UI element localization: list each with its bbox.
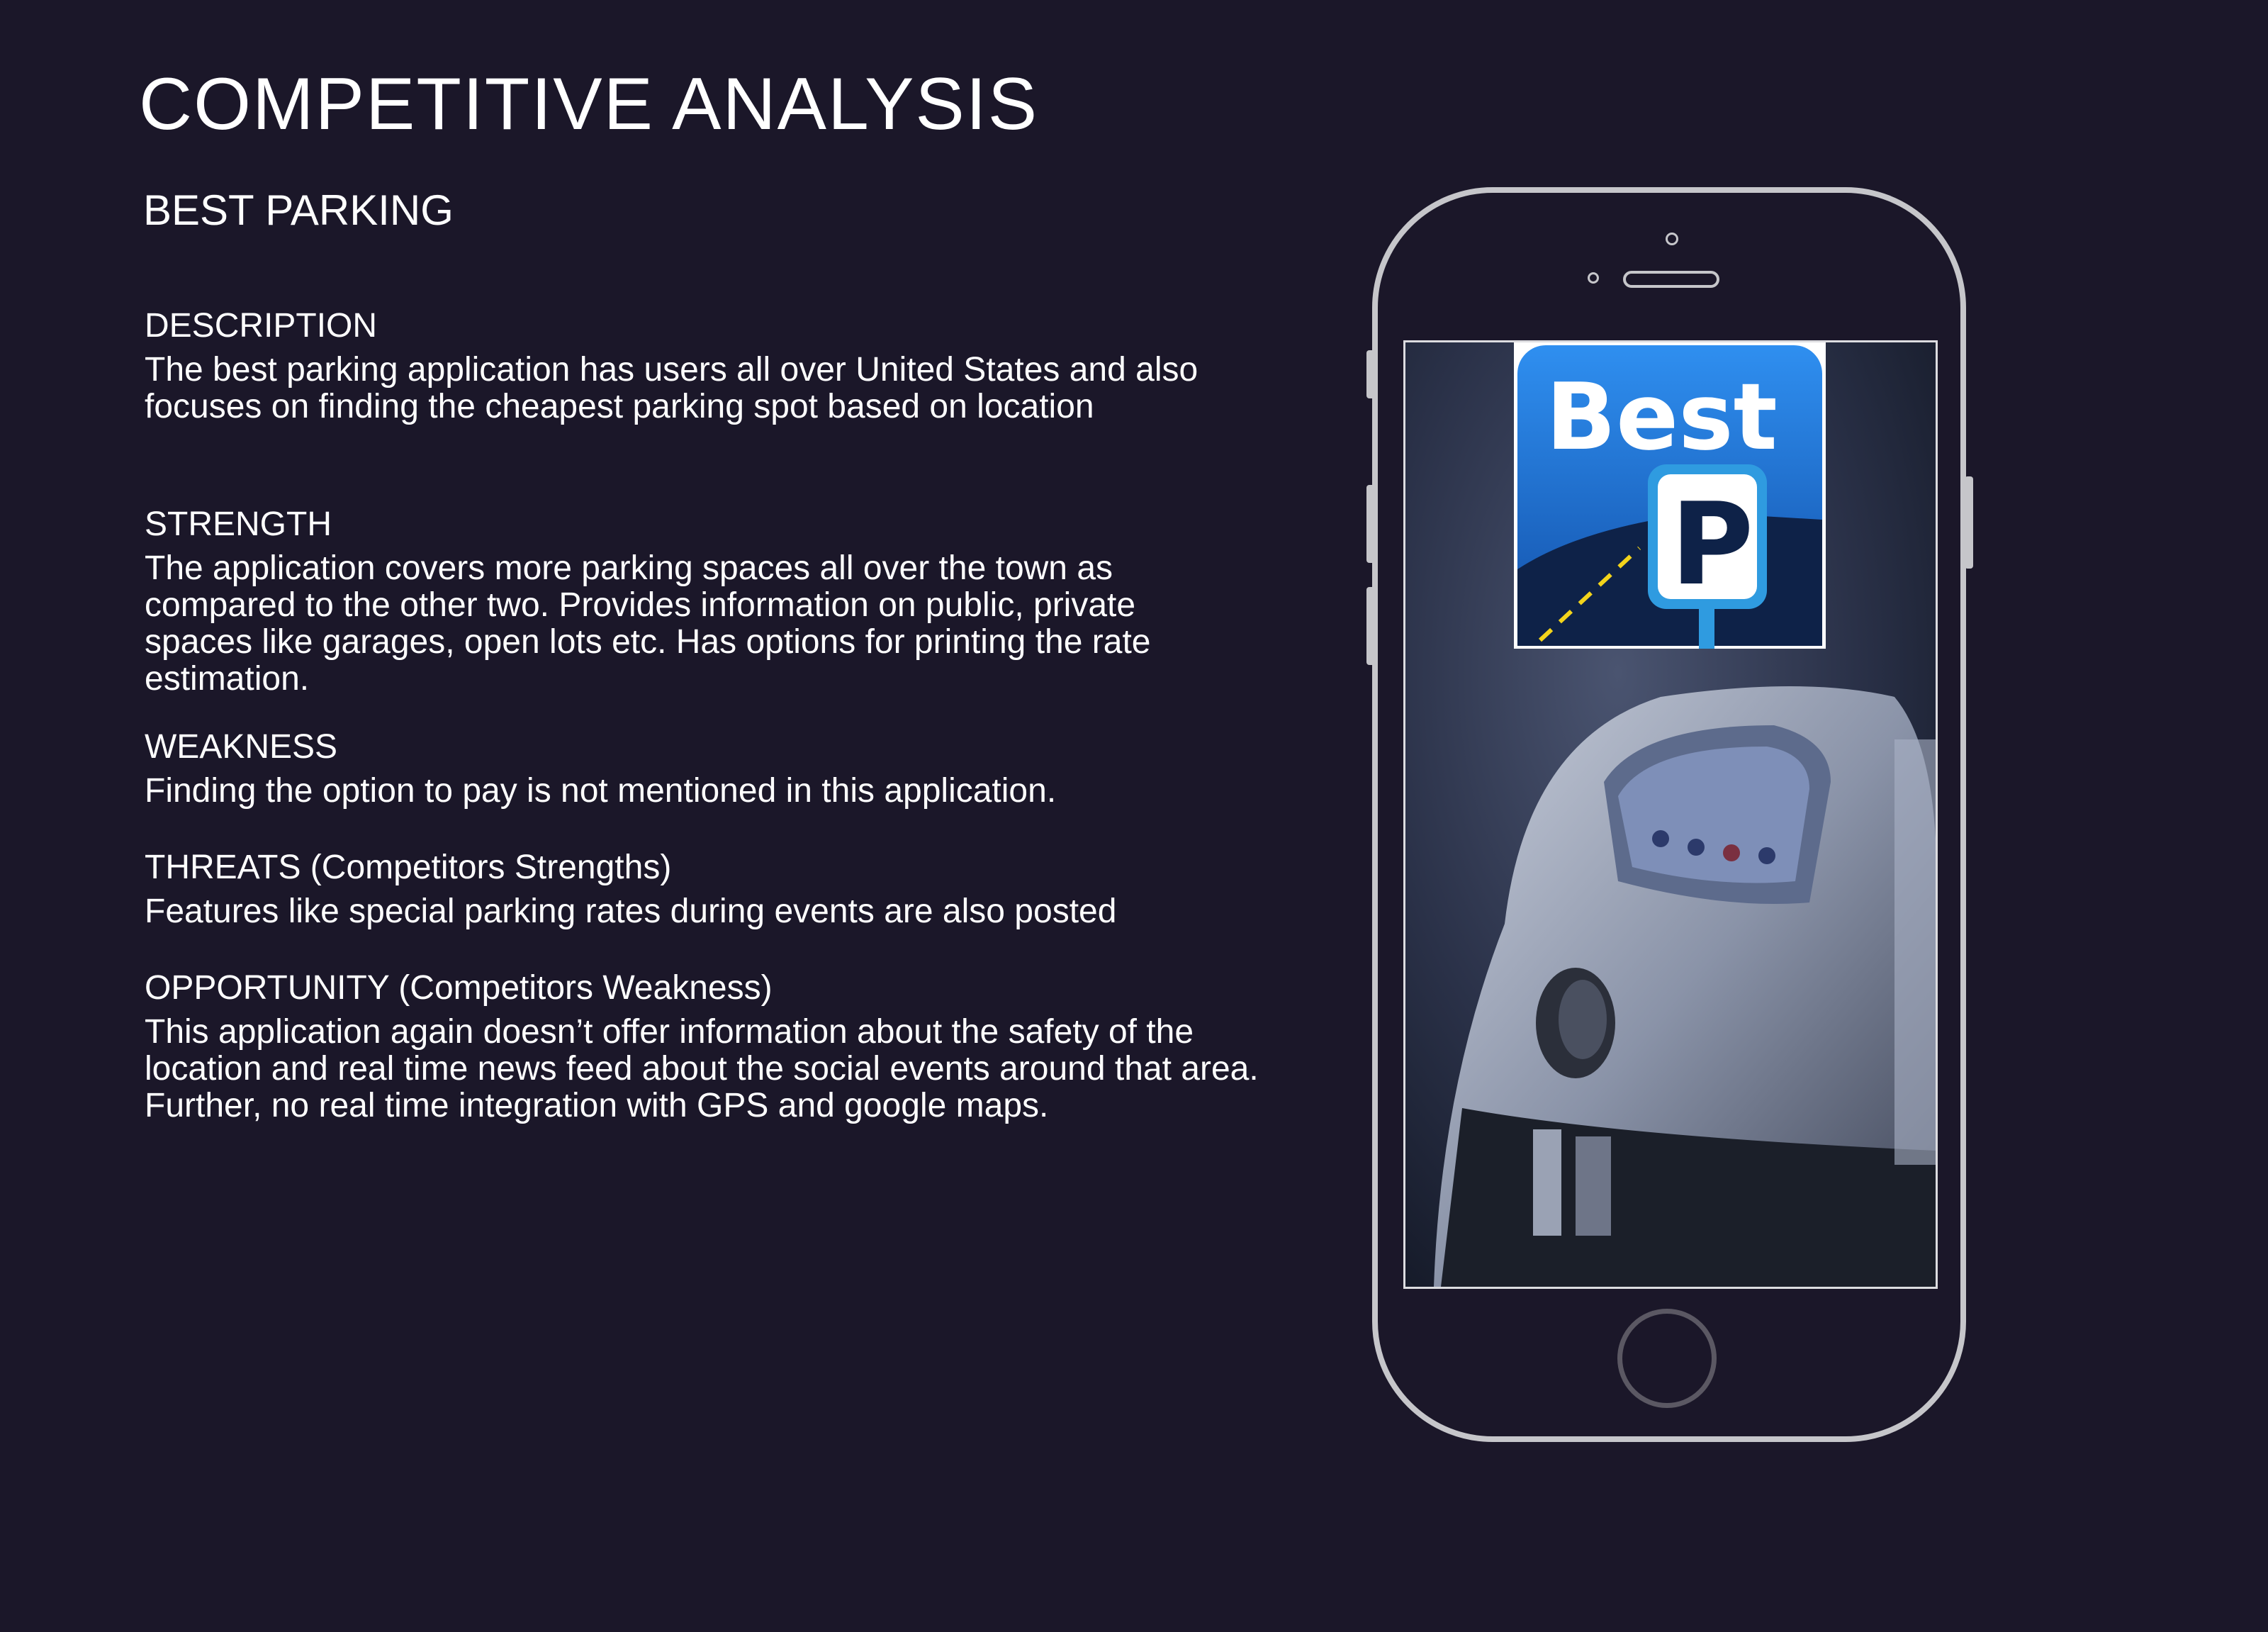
weakness-body: Finding the option to pay is not mention… [145, 772, 1057, 810]
opportunity-section: OPPORTUNITY (Competitors Weakness) This … [145, 968, 1293, 1124]
description-body: The best parking application has users a… [145, 351, 1198, 425]
phone-screen: Best P [1403, 340, 1938, 1289]
volume-down-button [1366, 587, 1375, 665]
front-camera [1666, 233, 1678, 245]
page-title: COMPETITIVE ANALYSIS [139, 63, 1039, 145]
mute-switch [1366, 350, 1375, 398]
weakness-heading: WEAKNESS [145, 728, 338, 766]
threats-section: THREATS (Competitors Strengths) Features… [145, 848, 1279, 930]
strength-body: The application covers more parking spac… [145, 549, 1151, 698]
threats-heading: THREATS (Competitors Strengths) [145, 849, 672, 886]
opportunity-heading: OPPORTUNITY (Competitors Weakness) [145, 969, 773, 1007]
opportunity-body: This application again doesn’t offer inf… [145, 1013, 1259, 1124]
logo-letter: P [1671, 478, 1753, 610]
weakness-section: WEAKNESS Finding the option to pay is no… [145, 727, 1279, 810]
strength-heading: STRENGTH [145, 505, 332, 543]
volume-up-button [1366, 485, 1375, 563]
power-button [1965, 476, 1973, 569]
proximity-sensor [1588, 272, 1599, 284]
strength-section: STRENGTH The application covers more par… [145, 505, 1215, 698]
product-name: BEST PARKING [143, 186, 454, 234]
threats-body: Features like special parking rates duri… [145, 893, 1117, 930]
description-heading: DESCRIPTION [145, 307, 378, 345]
parking-meter-image: Best P [1405, 342, 1936, 1287]
logo-word: Best [1546, 363, 1778, 471]
best-parking-logo: Best P [1514, 342, 1826, 649]
description-section: DESCRIPTION The best parking application… [145, 306, 1264, 425]
earpiece-speaker [1623, 271, 1719, 288]
home-button [1617, 1309, 1717, 1408]
